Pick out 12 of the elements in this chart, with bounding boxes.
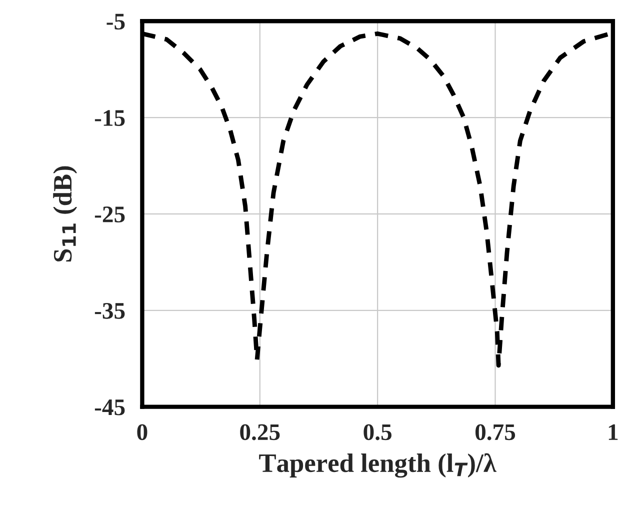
y-tick-label: -25 [94,206,125,222]
x-axis-title: Tapered length (l$_{T}$)/λ [259,453,496,478]
x-tick-label: 0.5 [364,424,392,440]
y-tick-label: -15 [94,110,125,126]
y-axis-title: S$_{11}$ (dB) [53,166,78,262]
x-tick-label: 0.75 [475,424,516,440]
x-tick-label: 0 [137,424,148,440]
y-tick-label: -35 [94,302,125,319]
y-tick-label: -45 [94,400,125,416]
x-tick-label: 1 [608,424,618,440]
x-tick-label: 0.25 [240,424,280,440]
y-tick-label: -5 [106,14,125,30]
